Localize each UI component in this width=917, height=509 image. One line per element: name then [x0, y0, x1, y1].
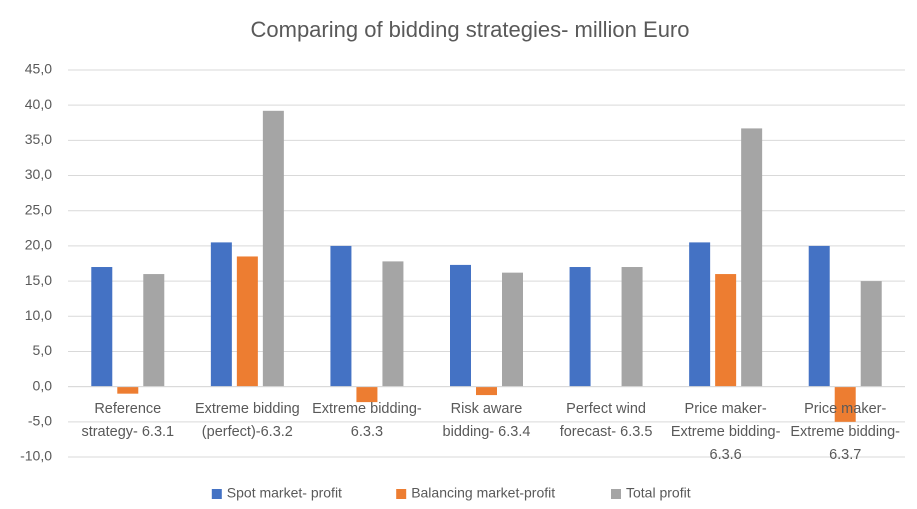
x-tick-label: Risk aware bidding- 6.3.4	[442, 401, 531, 440]
bar	[689, 242, 711, 387]
bar	[834, 386, 856, 422]
legend-swatch	[211, 489, 222, 499]
legend-swatch	[396, 489, 407, 499]
y-tick-label: 45,0	[25, 61, 52, 77]
bar	[569, 267, 591, 387]
bar	[330, 245, 352, 387]
y-tick-label: -10,0	[20, 448, 52, 464]
y-tick-label: 15,0	[25, 272, 52, 288]
bar	[382, 261, 404, 387]
legend-label: Total profit	[626, 485, 691, 501]
legend-label: Spot market- profit	[227, 485, 342, 501]
bar	[236, 256, 258, 387]
y-tick-label: 10,0	[25, 307, 52, 323]
legend-label: Balancing market-profit	[411, 485, 555, 501]
bar	[210, 242, 232, 387]
bar	[621, 267, 643, 387]
y-tick-label: 5,0	[33, 342, 53, 358]
bar	[117, 386, 139, 394]
bar	[715, 274, 737, 387]
bar	[91, 267, 113, 387]
bar	[450, 264, 471, 387]
x-tick-label: Reference strategy- 6.3.1	[81, 401, 175, 440]
y-tick-label: 30,0	[25, 166, 52, 182]
bar	[143, 274, 165, 387]
y-tick-label: -5,0	[28, 413, 52, 429]
x-tick-label: Extreme bidding-6.3.3	[312, 401, 422, 440]
bar	[860, 281, 882, 387]
bar	[476, 386, 497, 396]
x-tick-label: Price maker- Extreme bidding- 6.3.6	[670, 401, 781, 463]
y-tick-label: 20,0	[25, 237, 52, 253]
bar	[356, 386, 378, 403]
chart-title: Comparing of bidding strategies- million…	[251, 17, 690, 42]
y-tick-label: 25,0	[25, 201, 52, 217]
y-tick-label: 0,0	[33, 377, 53, 393]
legend-swatch	[611, 489, 621, 499]
bar	[502, 272, 523, 387]
x-tick-label: Extreme bidding (perfect)-6.3.2	[194, 401, 300, 440]
x-tick-label: Perfect wind forecast- 6.3.5	[559, 401, 653, 440]
x-tick-label: Price maker- Extreme bidding- 6.3.7	[790, 401, 900, 463]
bar	[808, 245, 830, 387]
y-tick-label: 35,0	[25, 131, 52, 147]
y-tick-label: 40,0	[25, 96, 52, 112]
bar	[741, 128, 763, 387]
bar	[262, 110, 284, 387]
